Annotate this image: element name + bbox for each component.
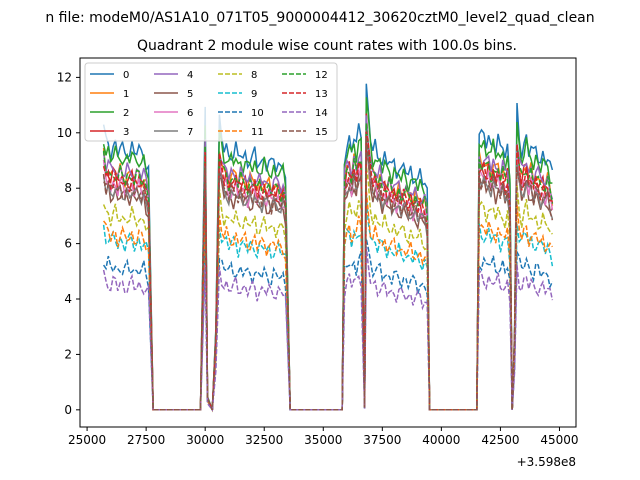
legend-label-15: 15 [315, 127, 328, 138]
legend-label-12: 12 [315, 70, 328, 81]
x-tick-label: 30000 [186, 433, 224, 447]
legend-label-9: 9 [251, 89, 257, 100]
x-tick-label: 42500 [481, 433, 519, 447]
chart-title: Quadrant 2 module wise count rates with … [137, 38, 517, 54]
x-tick-label: 35000 [304, 433, 342, 447]
legend-label-8: 8 [251, 70, 257, 81]
legend-label-11: 11 [251, 127, 264, 138]
axes-group: 25000 27500 30000 32500 35000 37500 40000 42500… [57, 70, 579, 447]
x-tick-label: 37500 [363, 433, 401, 447]
series-group [102, 83, 554, 413]
series-line-8 [102, 165, 553, 413]
y-tick-label: 4 [64, 292, 72, 306]
legend-label-4: 4 [187, 70, 193, 81]
y-tick-label: 10 [57, 126, 72, 140]
series-line-11 [103, 190, 554, 413]
legend-label-3: 3 [123, 127, 129, 138]
x-tick-label: 40000 [422, 433, 460, 447]
series-line-9 [102, 194, 554, 413]
legend-label-10: 10 [251, 108, 264, 119]
y-tick-label: 2 [64, 347, 72, 361]
plot-frame [79, 57, 577, 428]
series-line-14 [102, 246, 554, 412]
x-tick-label: 45000 [540, 433, 578, 447]
x-tick-label: 25000 [68, 433, 106, 447]
series-line-5 [103, 146, 554, 411]
legend-label-14: 14 [315, 108, 328, 119]
legend-label-2: 2 [123, 108, 129, 119]
series-line-2 [102, 97, 553, 411]
legend-label-5: 5 [187, 89, 193, 100]
series-line-15 [102, 136, 554, 411]
y-tick-label: 8 [64, 181, 72, 195]
series-line-10 [102, 238, 554, 413]
series-line-4 [102, 115, 554, 411]
y-tick-label: 12 [57, 70, 72, 84]
x-offset-label: +3.598e8 [517, 455, 576, 469]
chart-suptitle: n file: modeM0/AS1A10_071T05_9000004412_… [45, 10, 594, 26]
x-tick-label: 32500 [245, 433, 283, 447]
legend-label-1: 1 [123, 89, 129, 100]
y-tick-label: 0 [64, 403, 72, 417]
legend-label-13: 13 [315, 89, 328, 100]
series-line-3 [102, 113, 554, 411]
legend-label-6: 6 [187, 108, 193, 119]
series-line-13 [102, 131, 553, 411]
legend-label-0: 0 [123, 70, 129, 81]
x-tick-label: 27500 [127, 433, 165, 447]
legend-box [84, 62, 338, 142]
legend-label-7: 7 [187, 127, 193, 138]
y-tick-label: 6 [64, 237, 72, 251]
